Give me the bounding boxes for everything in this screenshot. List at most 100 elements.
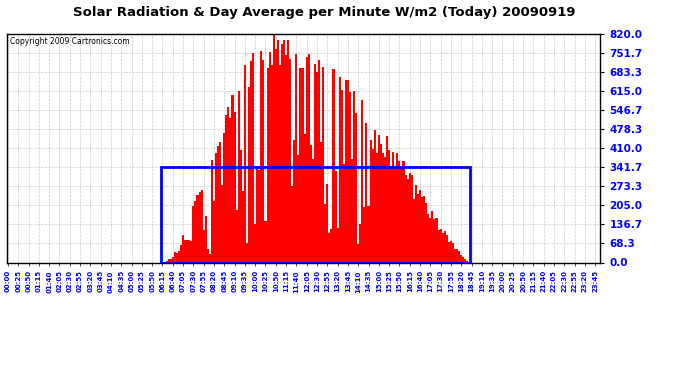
Bar <box>297 155 299 262</box>
Bar <box>229 118 231 262</box>
Bar <box>394 169 396 262</box>
Bar <box>256 166 258 262</box>
Bar <box>209 254 211 262</box>
Bar <box>233 112 235 262</box>
Bar <box>417 194 419 262</box>
Bar <box>349 92 351 262</box>
Bar <box>252 53 254 262</box>
Bar <box>270 65 273 262</box>
Bar <box>289 59 291 262</box>
Bar <box>279 66 281 262</box>
Bar <box>215 153 217 262</box>
Bar <box>312 159 314 262</box>
Bar <box>283 40 285 262</box>
Bar <box>343 164 345 262</box>
Bar <box>398 161 400 262</box>
Bar <box>429 218 431 262</box>
Bar <box>337 228 339 262</box>
Bar <box>423 196 425 262</box>
Bar <box>195 201 197 262</box>
Bar <box>377 135 380 262</box>
Bar <box>203 230 205 262</box>
Bar <box>326 184 328 262</box>
Bar <box>176 253 178 262</box>
Bar <box>435 218 437 262</box>
Bar <box>237 91 239 262</box>
Bar <box>411 176 413 262</box>
Bar <box>308 54 310 262</box>
Bar <box>186 240 188 262</box>
Bar <box>446 235 448 262</box>
Bar <box>380 144 382 262</box>
Text: Copyright 2009 Cartronics.com: Copyright 2009 Cartronics.com <box>10 37 130 46</box>
Bar <box>190 242 193 262</box>
Bar <box>170 259 172 262</box>
Bar <box>166 261 168 262</box>
Bar <box>295 54 297 262</box>
Bar <box>442 233 444 262</box>
Bar <box>273 35 275 262</box>
Bar <box>266 68 268 262</box>
Bar <box>431 211 433 262</box>
Bar <box>281 44 283 262</box>
Bar <box>285 55 287 262</box>
Bar <box>345 80 347 262</box>
Bar <box>376 153 377 262</box>
Bar <box>460 255 462 262</box>
Text: Solar Radiation & Day Average per Minute W/m2 (Today) 20090919: Solar Radiation & Day Average per Minute… <box>73 6 575 19</box>
Bar <box>254 224 256 262</box>
Bar <box>314 64 316 262</box>
Bar <box>182 236 184 262</box>
Bar <box>205 216 207 262</box>
Bar <box>353 91 355 262</box>
Bar <box>419 190 421 262</box>
Bar <box>248 87 250 262</box>
Bar <box>219 142 221 262</box>
Bar <box>287 40 289 262</box>
Bar <box>302 68 304 262</box>
Bar <box>440 228 442 262</box>
Bar <box>250 61 252 262</box>
Bar <box>456 249 458 262</box>
Bar <box>402 161 404 262</box>
Bar <box>335 171 337 262</box>
Bar <box>231 95 233 262</box>
Bar <box>374 130 376 262</box>
Bar <box>211 159 213 262</box>
Bar <box>415 185 417 262</box>
Bar <box>328 233 331 262</box>
Bar <box>355 112 357 262</box>
Bar <box>464 260 466 262</box>
Bar <box>197 195 199 262</box>
Bar <box>217 146 219 262</box>
Bar <box>388 150 390 262</box>
Bar <box>168 259 170 262</box>
Bar <box>310 145 312 262</box>
Bar <box>324 204 326 262</box>
Bar <box>384 157 386 262</box>
Bar <box>304 134 306 262</box>
Bar <box>246 243 248 262</box>
Bar <box>193 206 195 262</box>
Bar <box>421 197 423 262</box>
Bar <box>364 207 366 262</box>
Bar <box>201 190 203 262</box>
Bar <box>207 249 209 262</box>
Bar <box>306 57 308 262</box>
Bar <box>277 39 279 262</box>
Bar <box>450 241 452 262</box>
Bar <box>178 251 180 262</box>
Bar <box>184 240 186 262</box>
Bar <box>466 261 469 262</box>
Bar <box>386 136 388 262</box>
Bar <box>318 60 320 262</box>
Bar <box>347 80 349 262</box>
Bar <box>448 242 450 262</box>
Bar <box>174 252 176 262</box>
Bar <box>235 210 237 262</box>
Bar <box>366 123 368 262</box>
Bar <box>362 100 364 262</box>
Bar <box>357 244 359 262</box>
Bar <box>172 257 174 262</box>
Bar <box>382 153 384 262</box>
